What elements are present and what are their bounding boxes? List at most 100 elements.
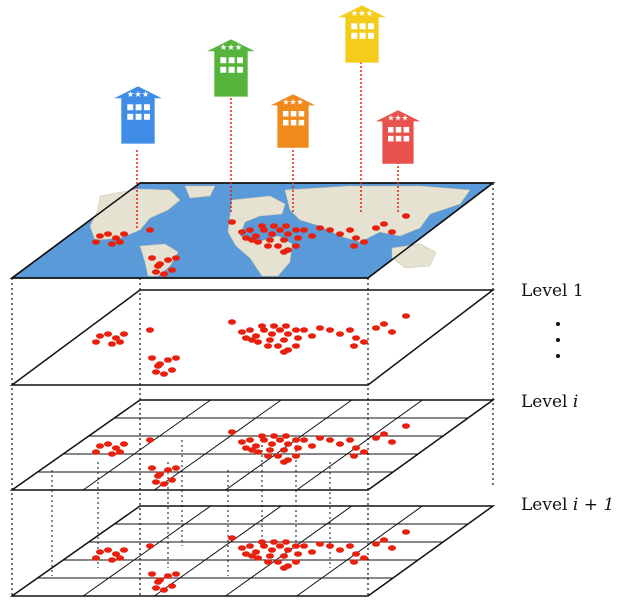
level-plane-1	[9, 289, 496, 386]
level-1-label: Level 1	[521, 281, 584, 301]
poi-dot	[316, 325, 324, 331]
poi-dot	[372, 225, 380, 231]
level-i-label: Level i	[521, 392, 579, 412]
poi-dot	[360, 239, 368, 245]
poi-dot	[274, 243, 282, 249]
poi-dot	[254, 555, 262, 561]
poi-dot	[252, 443, 260, 449]
poi-dot	[284, 331, 292, 337]
poi-dot	[270, 433, 278, 439]
poi-dot	[282, 223, 290, 229]
poi-dot	[292, 543, 300, 549]
poi-dot	[352, 445, 360, 451]
poi-dot	[92, 339, 100, 345]
poi-dot	[274, 343, 282, 349]
poi-dot	[164, 357, 172, 363]
poi-dot	[270, 323, 278, 329]
poi-dot	[148, 255, 156, 261]
grid-line	[154, 399, 282, 491]
poi-dot	[402, 529, 410, 535]
world-map-plane	[9, 182, 496, 279]
poi-dot	[242, 551, 250, 557]
poi-dot	[160, 481, 168, 487]
poi-dot	[264, 343, 272, 349]
poi-dot	[292, 559, 300, 565]
poi-dot	[388, 329, 396, 335]
level-i1-var: i + 1	[572, 495, 615, 515]
vertical-ellipsis	[553, 318, 563, 364]
poi-dot	[292, 437, 300, 443]
grid-line	[82, 399, 211, 491]
poi-dot	[276, 227, 284, 233]
poi-dot	[266, 337, 274, 343]
poi-dot	[346, 227, 354, 233]
poi-dot	[152, 369, 160, 375]
poi-dot	[148, 355, 156, 361]
poi-dot	[350, 243, 358, 249]
poi-dot	[402, 313, 410, 319]
poi-dot	[276, 327, 284, 333]
poi-dot	[326, 543, 334, 549]
poi-dot	[148, 465, 156, 471]
poi-dot	[346, 327, 354, 333]
poi-dot	[308, 443, 316, 449]
hotel-icon-green	[207, 39, 255, 97]
poi-dot	[96, 233, 104, 239]
poi-dot	[274, 453, 282, 459]
grid-line	[296, 399, 423, 491]
poi-dot	[282, 323, 290, 329]
poi-dot	[268, 547, 276, 553]
poi-dot	[258, 539, 266, 545]
poi-dot	[160, 587, 168, 593]
poi-dot	[92, 239, 100, 245]
poi-dot	[164, 257, 172, 263]
poi-dot	[276, 543, 284, 549]
poi-dot	[258, 223, 266, 229]
poi-dot	[168, 267, 176, 273]
level-i-var: i	[572, 392, 579, 412]
poi-dot	[120, 547, 128, 553]
poi-dot	[284, 441, 292, 447]
poi-dot	[96, 549, 104, 555]
poi-dot	[104, 441, 112, 447]
poi-dot	[108, 451, 116, 457]
poi-dot	[104, 547, 112, 553]
poi-dot	[280, 553, 288, 559]
poi-dot	[248, 553, 256, 559]
poi-dot	[258, 433, 266, 439]
poi-dot	[246, 227, 254, 233]
poi-dot	[372, 435, 380, 441]
poi-dot	[172, 465, 180, 471]
poi-dot	[112, 445, 120, 451]
poi-dot	[300, 437, 308, 443]
grid-line	[296, 505, 423, 597]
poi-dot	[92, 555, 100, 561]
poi-dot	[228, 429, 236, 435]
poi-dot	[264, 453, 272, 459]
poi-dot	[116, 555, 124, 561]
poi-dot	[160, 371, 168, 377]
poi-dot	[246, 327, 254, 333]
poi-dot	[266, 447, 274, 453]
hotel-icon-red	[375, 110, 421, 164]
poi-dot	[120, 231, 128, 237]
poi-dot	[252, 233, 260, 239]
level-i1-label: Level i + 1	[521, 495, 615, 515]
poi-dot	[154, 363, 162, 369]
poi-dot	[326, 327, 334, 333]
poi-dot	[148, 571, 156, 577]
poi-dot	[336, 231, 344, 237]
poi-dot	[280, 447, 288, 453]
poi-dot	[96, 443, 104, 449]
poi-dot	[294, 551, 302, 557]
poi-dot	[254, 449, 262, 455]
poi-dot	[248, 337, 256, 343]
poi-dot	[316, 225, 324, 231]
poi-dot	[242, 445, 250, 451]
frame-dotted-lines	[11, 183, 494, 596]
poi-dot	[264, 559, 272, 565]
poi-dot	[300, 543, 308, 549]
poi-dot	[264, 243, 272, 249]
poi-dot	[242, 335, 250, 341]
